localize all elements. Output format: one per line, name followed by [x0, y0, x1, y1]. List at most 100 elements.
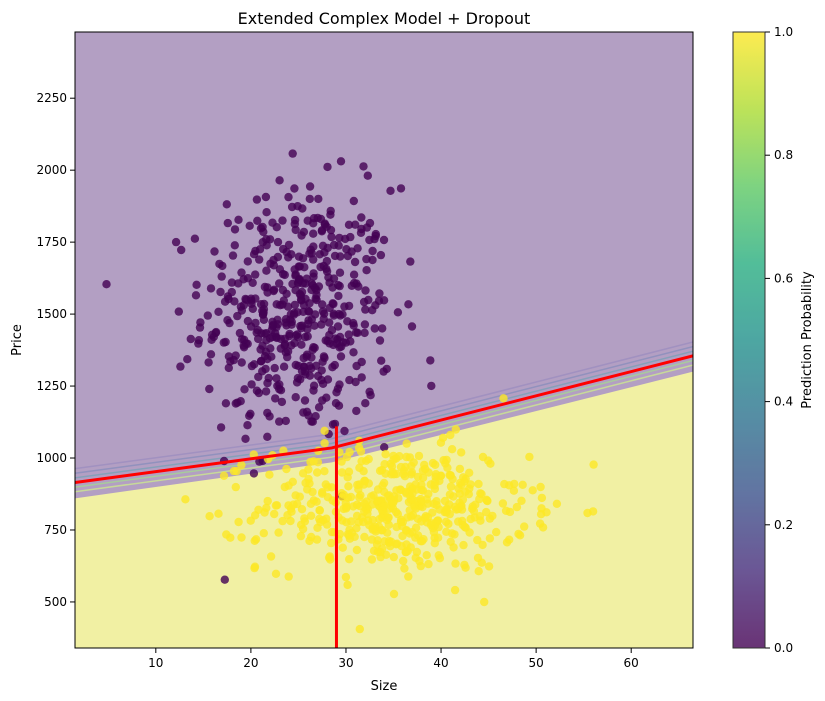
class-0-point	[284, 240, 294, 250]
class-0-point	[344, 220, 354, 229]
class-1-point	[300, 517, 310, 526]
y-tick-label: 1000	[36, 451, 67, 465]
class-0-point	[277, 397, 287, 407]
class-0-point	[333, 322, 343, 331]
class-0-point	[221, 399, 231, 408]
class-1-point	[282, 464, 291, 474]
x-tick-label: 30	[338, 656, 353, 670]
class-1-point	[396, 485, 405, 494]
class-0-point	[340, 426, 349, 436]
class-0-point	[293, 333, 303, 342]
class-1-point	[589, 460, 598, 469]
class-1-point	[528, 486, 537, 495]
class-1-point	[465, 528, 474, 537]
class-0-point	[245, 221, 254, 230]
colorbar	[732, 31, 766, 649]
class-1-point	[392, 539, 402, 548]
class-0-point	[379, 235, 389, 245]
class-0-point	[350, 278, 359, 288]
class-1-point	[396, 462, 406, 472]
class-1-point	[525, 452, 534, 462]
class-0-point	[239, 343, 249, 352]
class-0-point	[361, 286, 370, 295]
class-1-point	[327, 538, 336, 548]
class-0-point	[223, 316, 232, 325]
class-0-point	[345, 375, 354, 385]
scatter-points	[102, 149, 598, 634]
class-0-point	[272, 223, 281, 232]
y-axis-label: Price	[10, 324, 25, 356]
class-0-point	[260, 282, 270, 292]
class-1-point	[450, 585, 460, 595]
colorbar-label: Prediction Probability	[800, 271, 815, 409]
class-1-point	[405, 453, 415, 462]
class-1-point	[232, 466, 241, 476]
class-1-point	[368, 525, 377, 534]
class-1-point	[482, 496, 492, 505]
class-1-point	[337, 468, 347, 477]
class-0-point	[357, 373, 366, 382]
class-1-point	[465, 468, 474, 477]
class-1-point	[386, 542, 395, 551]
class-1-point	[288, 477, 297, 486]
class-1-point	[447, 445, 457, 454]
class-0-point	[249, 469, 259, 478]
x-tick-label: 40	[433, 656, 448, 670]
probability-contour-bands	[75, 341, 693, 493]
class-0-point	[233, 398, 242, 407]
class-1-point	[234, 517, 243, 527]
class-1-point	[304, 465, 313, 474]
probability-contour-line	[75, 359, 693, 488]
class-0-point	[222, 200, 231, 209]
class-0-point	[303, 216, 312, 225]
class-1-point	[367, 555, 377, 564]
class-1-point	[451, 559, 460, 568]
y-tick-label: 1250	[36, 379, 67, 393]
class-0-point	[312, 361, 321, 370]
class-0-point	[322, 393, 331, 402]
class-0-point	[306, 245, 315, 254]
class-0-point	[328, 299, 337, 308]
class-1-point	[460, 560, 469, 570]
class-1-point	[408, 527, 417, 537]
class-1-point	[343, 580, 352, 590]
class-1-point	[457, 448, 466, 457]
class-1-point	[312, 535, 322, 544]
class-0-point	[426, 356, 435, 365]
class-1-point	[460, 522, 469, 531]
class-0-point	[318, 300, 327, 309]
class-1-point	[318, 489, 327, 498]
class-1-point	[352, 500, 362, 509]
class-0-point	[284, 192, 293, 202]
class-1-point	[392, 507, 401, 517]
class-1-point	[388, 498, 398, 508]
class-1-point	[246, 516, 255, 525]
class-1-point	[505, 535, 514, 544]
class-0-point	[352, 361, 361, 371]
class-0-point	[218, 261, 227, 271]
class-0-point	[382, 364, 391, 374]
class-1-point	[454, 484, 463, 493]
class-0-point	[301, 279, 310, 288]
class-1-point	[398, 531, 407, 541]
class-1-point	[389, 552, 398, 562]
class-0-point	[353, 244, 362, 253]
class-1-point	[442, 527, 451, 536]
colorbar-tick-label: 0.4	[774, 395, 793, 409]
class-0-point	[275, 279, 284, 288]
class-0-point	[334, 309, 343, 319]
class-0-point	[314, 403, 324, 412]
class-1-point	[449, 543, 458, 552]
class-1-point	[440, 496, 450, 506]
class-0-point	[258, 306, 267, 316]
class-1-point	[389, 589, 399, 599]
class-0-point	[293, 373, 303, 383]
class-0-point	[336, 352, 346, 361]
class-0-point	[258, 222, 267, 232]
class-1-point	[271, 569, 281, 578]
x-axis-ticks: 10 20 30 40 50 60	[148, 648, 639, 670]
class-0-point	[258, 341, 267, 350]
class-1-point	[444, 519, 453, 529]
class-1-point	[313, 458, 323, 467]
class-1-point	[260, 508, 269, 517]
